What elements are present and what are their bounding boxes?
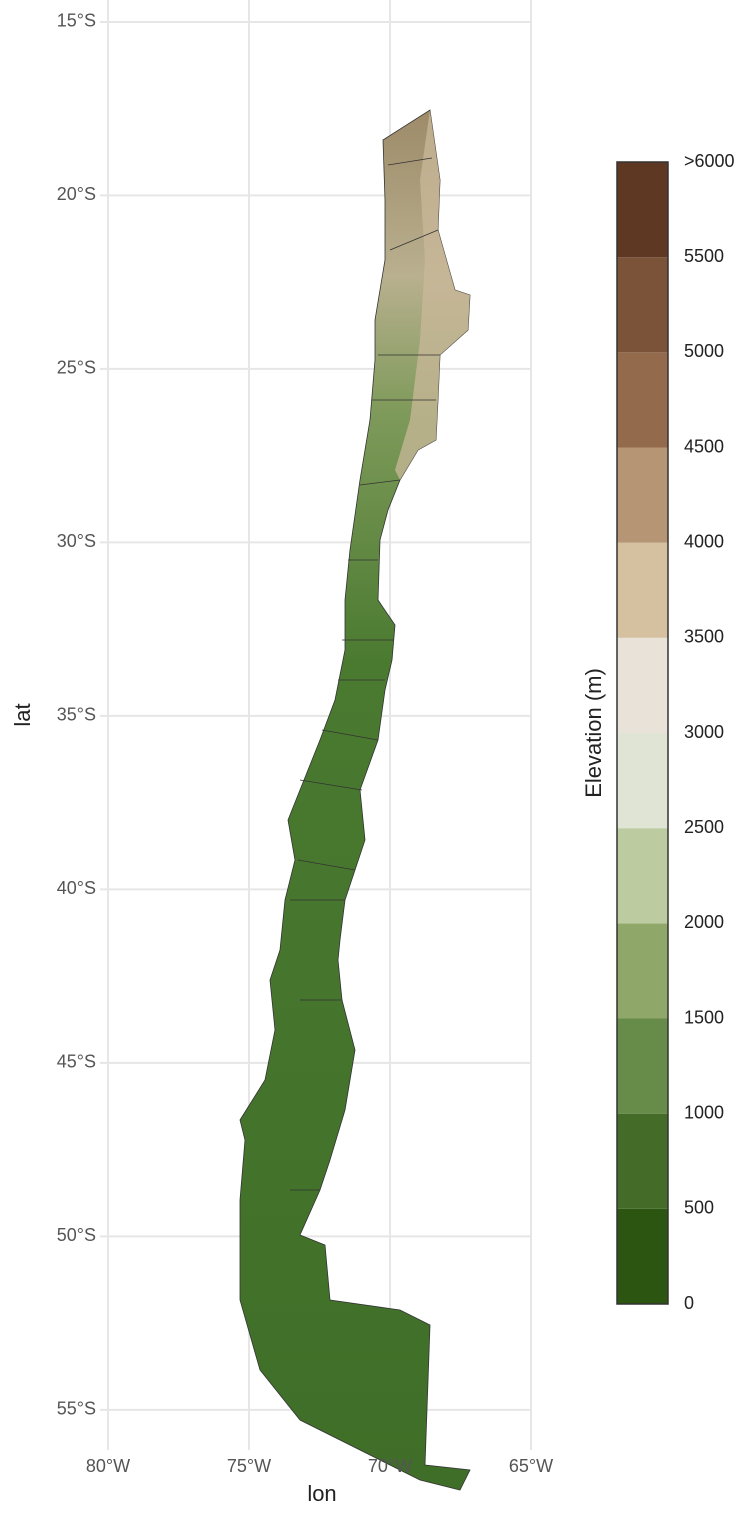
x-tick-label: 70°W bbox=[368, 1456, 412, 1476]
legend-label: 4500 bbox=[684, 436, 724, 456]
y-tick-label: 25°S bbox=[57, 358, 96, 378]
legend-swatch bbox=[617, 733, 668, 828]
legend-label: 0 bbox=[684, 1293, 694, 1313]
legend-label: 4000 bbox=[684, 531, 724, 551]
y-tick-label: 30°S bbox=[57, 531, 96, 551]
legend-swatch bbox=[617, 828, 668, 923]
legend-swatch bbox=[617, 543, 668, 638]
y-tick-label: 35°S bbox=[57, 705, 96, 725]
legend-label: 2500 bbox=[684, 817, 724, 837]
legend-label: 3000 bbox=[684, 722, 724, 742]
y-tick-label: 40°S bbox=[57, 878, 96, 898]
y-axis-title: lat bbox=[10, 703, 35, 726]
legend-swatch bbox=[617, 1019, 668, 1114]
x-tick-label: 75°W bbox=[227, 1456, 271, 1476]
legend-swatch bbox=[617, 352, 668, 447]
map-figure: lon lat Elevation (m) 80°W 75°W 70°W 65°W 15… bbox=[0, 0, 752, 1508]
legend-swatch bbox=[617, 1114, 668, 1209]
legend-label: 5000 bbox=[684, 341, 724, 361]
legend-swatch bbox=[617, 257, 668, 352]
x-tick-label: 65°W bbox=[509, 1456, 553, 1476]
y-tick-label: 50°S bbox=[57, 1225, 96, 1245]
y-tick-label: 55°S bbox=[57, 1399, 96, 1419]
legend-swatch bbox=[617, 1209, 668, 1304]
x-tick-label: 80°W bbox=[86, 1456, 130, 1476]
legend-label: 2000 bbox=[684, 912, 724, 932]
y-tick-label: 15°S bbox=[57, 11, 96, 31]
x-axis-title: lon bbox=[307, 1481, 336, 1506]
legend-label: 3500 bbox=[684, 627, 724, 647]
legend-title: Elevation (m) bbox=[581, 668, 606, 798]
legend-label: 1000 bbox=[684, 1102, 724, 1122]
legend-swatch bbox=[617, 162, 668, 257]
legend-label: 500 bbox=[684, 1198, 714, 1218]
legend-swatch bbox=[617, 448, 668, 543]
legend-label: 5500 bbox=[684, 246, 724, 266]
legend-label: 1500 bbox=[684, 1007, 724, 1027]
y-tick-label: 20°S bbox=[57, 184, 96, 204]
legend-label: >6000 bbox=[684, 151, 735, 171]
legend-swatch bbox=[617, 923, 668, 1018]
y-tick-label: 45°S bbox=[57, 1052, 96, 1072]
legend-swatch bbox=[617, 638, 668, 733]
